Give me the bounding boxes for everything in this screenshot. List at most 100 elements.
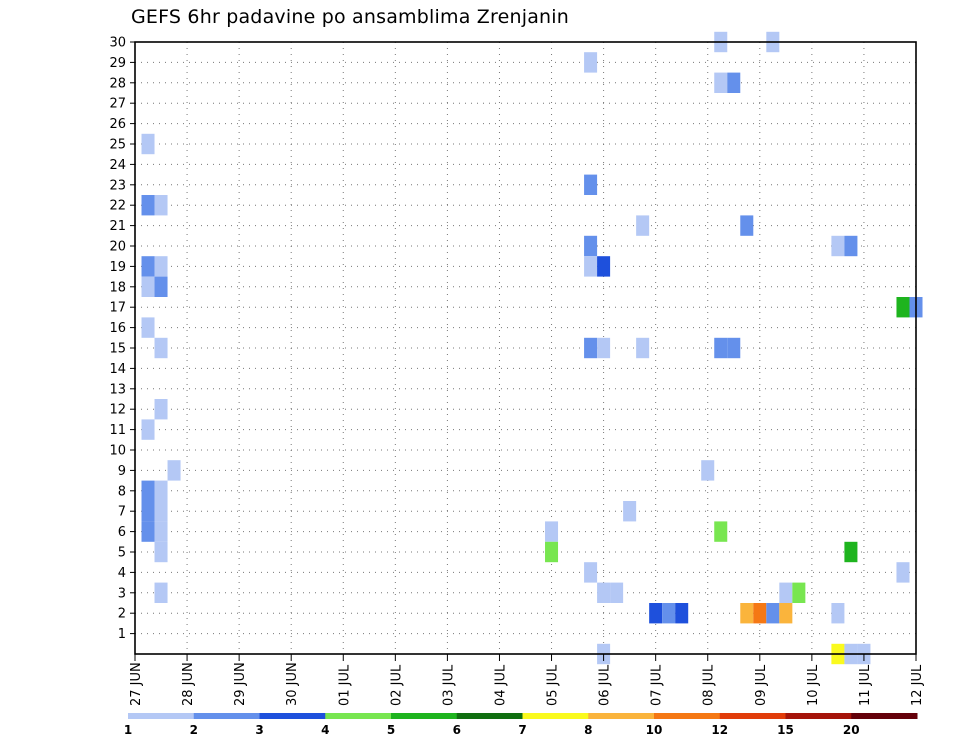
- legend-swatch: [391, 713, 458, 719]
- legend-label: 7: [518, 723, 526, 737]
- precip-cell: [154, 541, 168, 563]
- y-tick-label: 4: [118, 566, 126, 581]
- precip-cell: [154, 501, 168, 522]
- precip-cell: [154, 276, 168, 297]
- precip-cell: [636, 215, 650, 236]
- y-tick-label: 21: [109, 219, 126, 234]
- precip-cell: [714, 337, 728, 359]
- precip-cell: [584, 256, 598, 277]
- precip-cell: [141, 419, 155, 440]
- x-tick-label: 10 JUL: [806, 664, 821, 706]
- precip-cell: [545, 541, 559, 563]
- x-tick-label: 29 JUN: [233, 662, 248, 706]
- y-tick-label: 5: [118, 546, 126, 561]
- legend-swatch: [654, 713, 721, 719]
- legend-swatch: [259, 713, 326, 719]
- y-tick-label: 6: [118, 525, 126, 540]
- precip-cell: [831, 603, 845, 624]
- y-tick-label: 28: [109, 76, 126, 91]
- y-tick-label: 20: [109, 240, 126, 255]
- precip-cell: [154, 256, 168, 277]
- legend-label: 4: [321, 723, 329, 737]
- y-tick-label: 29: [109, 56, 126, 71]
- precip-cell: [141, 133, 155, 155]
- y-tick-label: 2: [118, 607, 126, 622]
- precip-cell: [610, 582, 624, 603]
- precip-cell: [792, 582, 806, 603]
- precip-cell: [154, 399, 168, 420]
- precip-cell: [844, 541, 858, 563]
- legend-label: 20: [843, 723, 860, 737]
- precip-cell: [714, 521, 728, 542]
- y-tick-label: 14: [109, 362, 126, 377]
- y-tick-label: 24: [109, 158, 126, 173]
- precip-cell: [727, 337, 741, 359]
- precip-cell: [584, 235, 598, 257]
- y-tick-label: 30: [109, 36, 126, 51]
- x-tick-label: 03 JUL: [441, 664, 456, 706]
- precip-cell: [896, 562, 910, 583]
- precip-cell: [141, 521, 155, 542]
- y-tick-label: 15: [109, 342, 126, 357]
- x-tick-label: 06 JUL: [598, 664, 613, 706]
- precip-cell: [662, 603, 676, 624]
- y-tick-label: 22: [109, 199, 126, 214]
- y-tick-label: 17: [109, 301, 126, 316]
- y-tick-label: 3: [118, 586, 126, 601]
- x-tick-label: 01 JUL: [337, 664, 352, 706]
- precip-cell: [141, 256, 155, 277]
- y-tick-label: 11: [109, 423, 126, 438]
- x-tick-label: 02 JUL: [389, 664, 404, 706]
- legend-label: 15: [777, 723, 794, 737]
- precip-cell: [154, 480, 168, 501]
- precip-cell: [727, 72, 741, 93]
- y-tick-label: 18: [109, 280, 126, 295]
- legend-label: 12: [711, 723, 728, 737]
- y-tick-label: 10: [109, 444, 126, 459]
- legend-label: 3: [255, 723, 263, 737]
- precip-cell: [584, 337, 598, 359]
- precip-cell: [597, 256, 611, 277]
- x-tick-label: 09 JUL: [754, 664, 769, 706]
- legend-swatch: [785, 713, 852, 719]
- precip-cell: [141, 195, 155, 216]
- precip-cell: [545, 521, 559, 542]
- precip-cell: [141, 317, 155, 338]
- y-tick-label: 12: [109, 403, 126, 418]
- precip-cell: [623, 501, 637, 522]
- legend-label: 5: [387, 723, 395, 737]
- y-tick-label: 26: [109, 117, 126, 132]
- y-tick-label: 8: [118, 484, 126, 499]
- precip-cell: [649, 603, 663, 624]
- precip-cell: [154, 521, 168, 542]
- legend-label: 8: [584, 723, 592, 737]
- precip-cell: [701, 460, 715, 481]
- legend-swatch: [325, 713, 392, 719]
- x-tick-label: 07 JUL: [650, 664, 665, 706]
- y-tick-label: 25: [109, 138, 126, 153]
- y-tick-label: 7: [118, 505, 126, 520]
- y-tick-label: 19: [109, 260, 126, 275]
- precip-cell: [597, 582, 611, 603]
- precip-cell: [167, 460, 181, 481]
- precip-cell: [779, 603, 793, 624]
- x-tick-label: 08 JUL: [702, 664, 717, 706]
- legend-swatch: [719, 713, 786, 719]
- x-tick-label: 30 JUN: [285, 662, 300, 706]
- precip-cell: [584, 174, 598, 195]
- legend-label: 6: [453, 723, 461, 737]
- precip-cell: [740, 603, 754, 624]
- precip-cell: [584, 562, 598, 583]
- precip-cell: [753, 603, 767, 624]
- y-tick-label: 23: [109, 178, 126, 193]
- precip-cell: [154, 195, 168, 216]
- precip-cell: [154, 337, 168, 359]
- legend-swatch: [588, 713, 655, 719]
- legend-swatch: [522, 713, 589, 719]
- precip-cell: [675, 603, 689, 624]
- precip-cell: [141, 480, 155, 501]
- y-tick-label: 1: [118, 627, 126, 642]
- x-tick-label: 04 JUL: [493, 664, 508, 706]
- x-tick-label: 12 JUL: [910, 664, 925, 706]
- y-tick-label: 13: [109, 382, 126, 397]
